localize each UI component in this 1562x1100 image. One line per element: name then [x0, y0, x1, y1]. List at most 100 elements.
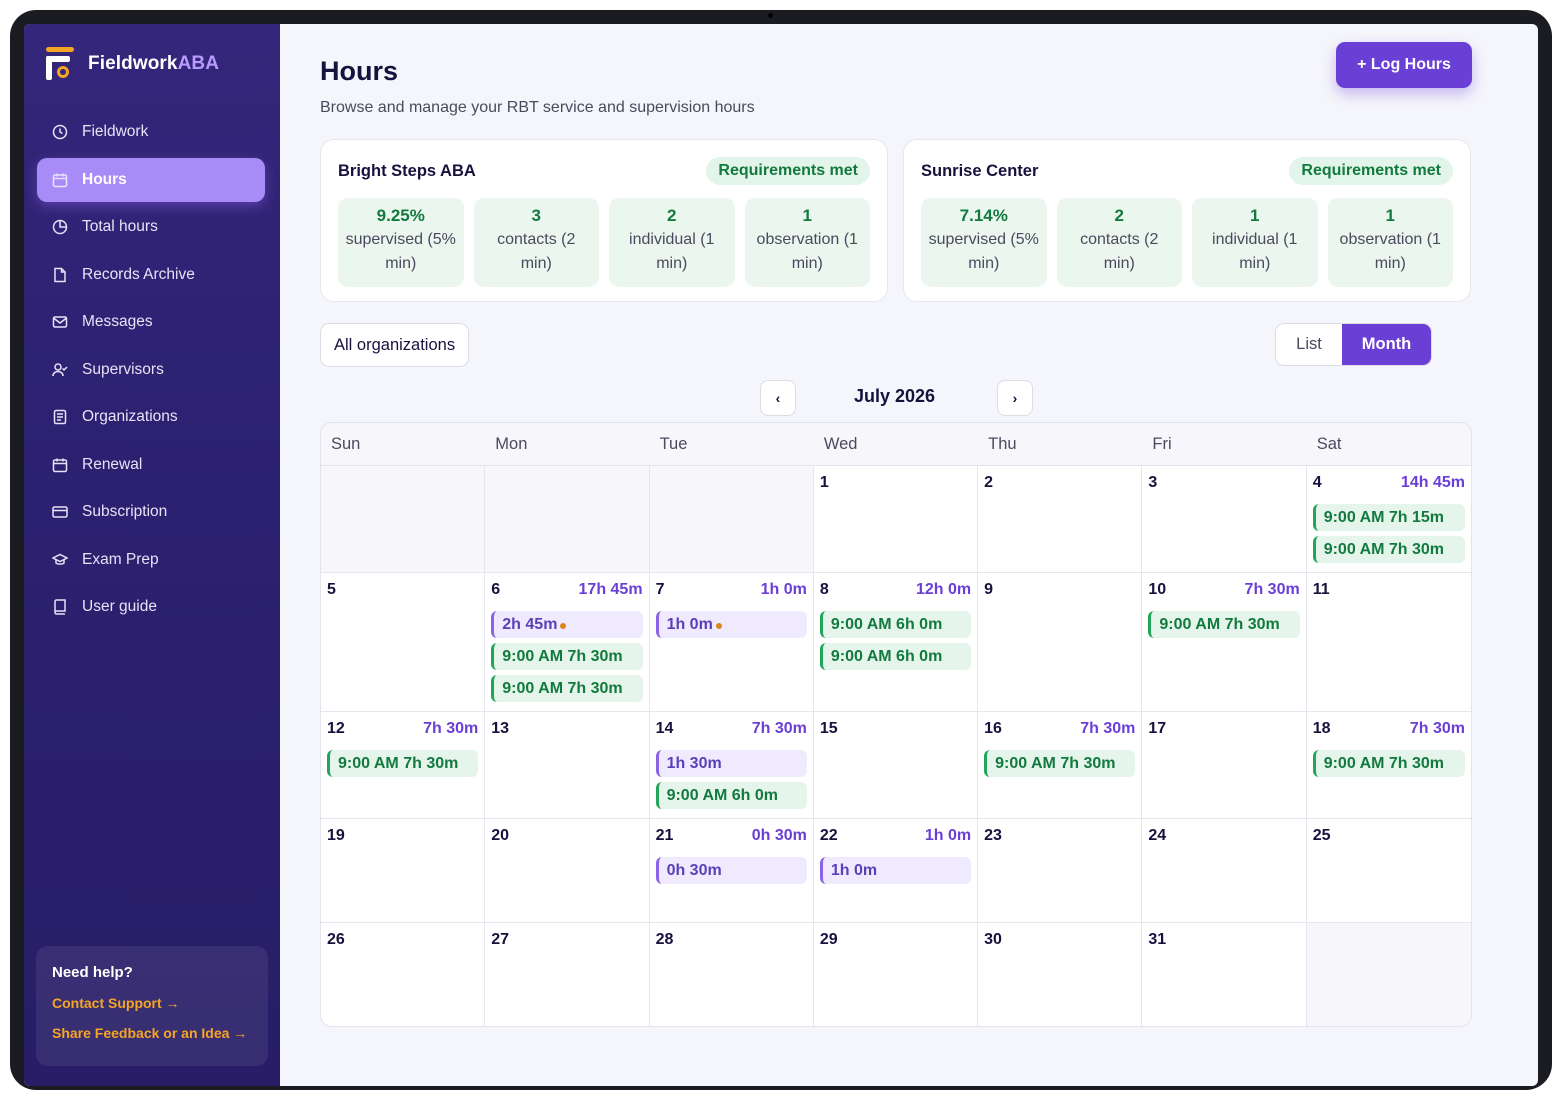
calendar-day[interactable]: 10 7h 30m 9:00 AM 7h 30m: [1142, 573, 1307, 711]
calendar-day[interactable]: 30: [978, 923, 1143, 1026]
sidebar-item-hours[interactable]: Hours: [37, 157, 265, 202]
calendar-day[interactable]: 12 7h 30m 9:00 AM 7h 30m: [321, 712, 486, 818]
stat-tile: 9.25% supervised (5% min): [338, 198, 464, 287]
calendar-day[interactable]: 16 7h 30m 9:00 AM 7h 30m: [978, 712, 1143, 818]
pending-dot-icon: [560, 622, 567, 629]
stat-label: supervised (5% min): [345, 231, 456, 272]
hour-entry[interactable]: 9:00 AM 7h 30m: [984, 750, 1136, 777]
device-frame: FieldworkABA Fieldwork Hours Total hours…: [10, 10, 1552, 1090]
calendar-day[interactable]: 23: [978, 819, 1143, 922]
day-number: 14: [655, 720, 674, 737]
hour-entry[interactable]: 9:00 AM 7h 30m: [1312, 750, 1465, 777]
hour-entry[interactable]: 9:00 AM 7h 30m: [1312, 536, 1465, 563]
calendar-day[interactable]: 7 1h 0m 1h 0m: [650, 573, 814, 711]
month-view-button[interactable]: Month: [1342, 324, 1431, 365]
calendar-week: 12 7h 30m 9:00 AM 7h 30m 13 14 7h 30m 1h…: [321, 712, 1471, 819]
calendar-day[interactable]: 25: [1307, 819, 1471, 922]
calendar-day[interactable]: 17: [1142, 712, 1307, 818]
sidebar-item-label: Supervisors: [82, 360, 164, 378]
sidebar-item-supervisors[interactable]: Supervisors: [37, 348, 265, 392]
sidebar-item-label: Fieldwork: [82, 123, 149, 140]
calendar-day[interactable]: 28: [650, 923, 814, 1026]
sidebar-item-records-archive[interactable]: Records Archive: [37, 253, 265, 297]
calendar-day[interactable]: 5: [321, 573, 486, 711]
calendar-day[interactable]: 1: [814, 466, 979, 572]
contact-support-link[interactable]: Contact Support →: [52, 995, 180, 1011]
calendar-day[interactable]: 9: [978, 573, 1143, 711]
hour-entry[interactable]: 9:00 AM 7h 30m: [1148, 611, 1300, 638]
calendar-day[interactable]: 19: [321, 819, 486, 922]
day-number: 10: [1148, 581, 1167, 598]
hour-entry[interactable]: 0h 30m: [655, 857, 807, 884]
calendar-day[interactable]: 2: [978, 466, 1143, 572]
hour-entry[interactable]: 9:00 AM 6h 0m: [819, 643, 972, 670]
calendar-day[interactable]: 8 12h 0m 9:00 AM 6h 0m 9:00 AM 6h 0m: [814, 573, 979, 711]
calendar-icon: [52, 457, 68, 473]
calendar-day[interactable]: 18 7h 30m 9:00 AM 7h 30m: [1307, 712, 1471, 818]
calendar-day[interactable]: 21 0h 30m 0h 30m: [650, 819, 814, 922]
sidebar-item-messages[interactable]: Messages: [37, 300, 265, 344]
share-feedback-link[interactable]: Share Feedback or an Idea →: [52, 1025, 248, 1041]
list-view-button[interactable]: List: [1296, 335, 1322, 353]
day-total: 7h 30m: [423, 720, 479, 737]
sidebar-item-user-guide[interactable]: User guide: [37, 585, 265, 629]
calendar-day[interactable]: 24: [1142, 819, 1307, 922]
day-number: 17: [1148, 720, 1167, 737]
calendar-day[interactable]: 29: [814, 923, 979, 1026]
calendar-day[interactable]: 22 1h 0m 1h 0m: [814, 819, 979, 922]
entry-text: 9:00 AM 6h 0m: [830, 615, 943, 633]
sidebar-item-exam-prep[interactable]: Exam Prep: [37, 538, 265, 582]
sidebar-item-renewal[interactable]: Renewal: [37, 443, 265, 487]
stat-value: 3: [531, 206, 541, 225]
hour-entry[interactable]: 9:00 AM 6h 0m: [819, 611, 972, 638]
hour-entry[interactable]: 9:00 AM 7h 30m: [491, 643, 643, 670]
calendar-day: [1306, 923, 1471, 1026]
graduation-cap-icon: [52, 552, 68, 568]
stat-label: individual (1 min): [629, 231, 715, 272]
org-summaries: Bright Steps ABA Requirements met 9.25% …: [320, 139, 1498, 302]
brand-logo[interactable]: FieldworkABA: [24, 46, 280, 82]
calendar-day[interactable]: 31: [1142, 923, 1307, 1026]
calendar-day[interactable]: 26: [321, 923, 486, 1026]
calendar-week: 5 6 17h 45m 2h 45m 9:00 AM 7h 30m 9:00 A…: [321, 573, 1471, 712]
sidebar-item-fieldwork[interactable]: Fieldwork: [37, 110, 265, 154]
hour-entry[interactable]: 1h 30m: [655, 750, 807, 777]
stat-tile: 1 observation (1 min): [1327, 198, 1453, 287]
entry-text: 1h 0m: [830, 861, 878, 879]
calendar-day[interactable]: 14 7h 30m 1h 30m 9:00 AM 6h 0m: [650, 712, 814, 818]
calendar-day[interactable]: 3: [1142, 466, 1307, 572]
hour-entry[interactable]: 1h 0m: [655, 611, 807, 638]
mail-icon: [52, 314, 68, 330]
calendar-day[interactable]: 13: [485, 712, 650, 818]
hour-entry[interactable]: 9:00 AM 6h 0m: [655, 782, 807, 809]
calendar-day[interactable]: 15: [814, 712, 979, 818]
day-number: 20: [491, 827, 510, 844]
calendar-day[interactable]: 20: [485, 819, 650, 922]
day-number: 25: [1312, 827, 1331, 844]
calendar-day[interactable]: 4 14h 45m 9:00 AM 7h 15m 9:00 AM 7h 30m: [1307, 466, 1471, 572]
day-number: 15: [819, 720, 838, 737]
hour-entry[interactable]: 1h 0m: [819, 857, 972, 884]
log-hours-button[interactable]: + Log Hours: [1336, 42, 1472, 88]
sidebar-nav: Fieldwork Hours Total hours Records Arch…: [24, 110, 280, 629]
hour-entry[interactable]: 9:00 AM 7h 30m: [491, 675, 643, 702]
page-subtitle: Browse and manage your RBT service and s…: [320, 99, 755, 116]
sidebar-item-total-hours[interactable]: Total hours: [37, 205, 265, 249]
hour-entry[interactable]: 9:00 AM 7h 30m: [327, 750, 479, 777]
hour-entry[interactable]: 9:00 AM 7h 15m: [1312, 504, 1465, 531]
sidebar-item-label: Hours: [82, 170, 127, 188]
sidebar-item-organizations[interactable]: Organizations: [37, 395, 265, 439]
prev-month-button[interactable]: ‹: [760, 380, 796, 416]
calendar-day[interactable]: 6 17h 45m 2h 45m 9:00 AM 7h 30m 9:00 AM …: [485, 573, 650, 711]
stat-label: contacts (2 min): [1080, 231, 1159, 272]
sidebar-item-label: Messages: [82, 313, 153, 330]
next-month-button[interactable]: ›: [997, 380, 1033, 416]
organization-select[interactable]: All organizations: [320, 323, 470, 367]
hour-entry[interactable]: 2h 45m: [491, 611, 643, 638]
calendar-day[interactable]: 11: [1307, 573, 1471, 711]
day-number: 28: [655, 931, 674, 948]
entry-text: 1h 0m: [666, 615, 713, 633]
entry-text: 9:00 AM 7h 30m: [338, 754, 459, 772]
calendar-day[interactable]: 27: [485, 923, 650, 1026]
sidebar-item-subscription[interactable]: Subscription: [37, 490, 265, 534]
